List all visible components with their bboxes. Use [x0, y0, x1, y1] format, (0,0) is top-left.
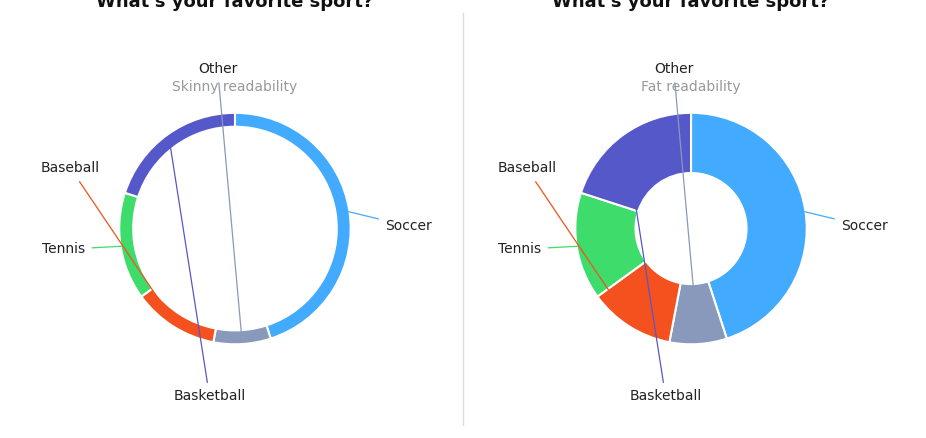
Text: Fat readability: Fat readability	[641, 81, 741, 94]
Text: Baseball: Baseball	[41, 161, 173, 321]
Text: Skinny readability: Skinny readability	[172, 81, 297, 94]
Text: Basketball: Basketball	[625, 141, 702, 403]
Text: Other: Other	[198, 62, 242, 338]
Wedge shape	[142, 288, 216, 342]
Title: What's your favorite sport?: What's your favorite sport?	[553, 0, 830, 11]
Title: What's your favorite sport?: What's your favorite sport?	[96, 0, 373, 11]
Wedge shape	[119, 193, 153, 297]
Wedge shape	[581, 113, 691, 212]
Wedge shape	[597, 261, 681, 342]
Wedge shape	[669, 281, 727, 344]
Wedge shape	[235, 113, 351, 339]
Text: Soccer: Soccer	[348, 212, 432, 233]
Text: Tennis: Tennis	[498, 242, 578, 256]
Wedge shape	[213, 325, 270, 344]
Wedge shape	[575, 193, 646, 297]
Text: Basketball: Basketball	[169, 141, 245, 403]
Text: Baseball: Baseball	[497, 161, 630, 321]
Text: Soccer: Soccer	[805, 212, 888, 233]
Text: Tennis: Tennis	[43, 242, 121, 256]
Wedge shape	[125, 113, 235, 197]
Wedge shape	[691, 113, 807, 339]
Text: Other: Other	[654, 62, 698, 338]
